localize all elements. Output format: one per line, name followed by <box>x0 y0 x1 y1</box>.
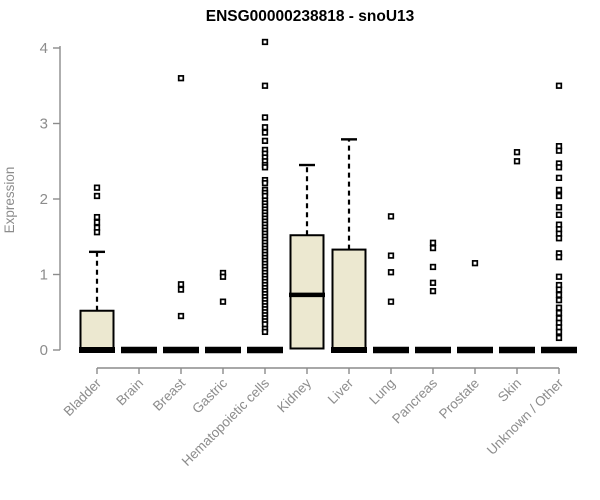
box-liver <box>331 248 367 352</box>
collapsed-box-pancreas <box>415 346 451 354</box>
x-tick-label-gastric: Gastric <box>189 375 230 416</box>
collapsed-box-prostate <box>457 346 493 354</box>
outlier-point-unknown-other <box>555 309 563 317</box>
outlier-point-unknown-other <box>555 328 563 336</box>
outlier-point-unknown-other <box>555 286 563 293</box>
box-group-liver <box>331 138 367 353</box>
outlier-point-lung <box>387 269 395 276</box>
outlier-point-unknown-other <box>555 204 563 211</box>
collapsed-box-skin <box>499 346 535 354</box>
box-group-kidney <box>289 163 325 350</box>
box-group-brain <box>121 346 157 354</box>
chart-title: ENSG00000238818 - snoU13 <box>206 8 415 25</box>
x-tick-label-brain: Brain <box>113 376 146 409</box>
outlier-point-bladder <box>93 192 101 200</box>
collapsed-box-hematopoietic-cells <box>247 346 283 354</box>
y-tick-label: 3 <box>40 116 48 133</box>
outlier-point-lung <box>387 298 395 305</box>
box-group-lung <box>373 213 409 354</box>
outlier-point-lung <box>387 213 395 220</box>
x-tick-label-lung: Lung <box>366 376 398 408</box>
box-group-breast <box>163 75 199 354</box>
outlier-point-unknown-other <box>555 273 563 280</box>
outlier-point-breast <box>177 75 185 82</box>
y-tick-label: 1 <box>40 267 48 284</box>
outlier-point-unknown-other <box>555 253 563 261</box>
outlier-point-hematopoietic-cells <box>261 82 269 89</box>
x-tick-label-prostate: Prostate <box>436 376 482 422</box>
outlier-point-hematopoietic-cells <box>261 164 269 171</box>
box-series-layer <box>79 38 577 354</box>
box-bladder <box>79 309 115 351</box>
outlier-point-unknown-other <box>555 147 563 154</box>
x-tick-label-skin: Skin <box>495 376 524 405</box>
outlier-point-hematopoietic-cells <box>261 124 269 131</box>
outlier-point-prostate <box>471 260 479 267</box>
box-group-hematopoietic-cells <box>247 38 283 354</box>
outlier-point-unknown-other <box>555 186 563 194</box>
outlier-point-unknown-other <box>555 235 563 242</box>
outlier-point-unknown-other <box>555 174 563 182</box>
outlier-point-gastric <box>219 273 227 280</box>
box-group-bladder <box>79 184 115 353</box>
outlier-point-pancreas <box>429 287 437 295</box>
outlier-point-pancreas <box>429 244 437 252</box>
box-group-skin <box>499 149 535 354</box>
outlier-point-skin <box>513 158 521 165</box>
y-tick-label: 4 <box>40 40 48 57</box>
y-axis-title: Expression <box>2 167 17 234</box>
outlier-point-bladder <box>93 219 101 226</box>
x-tick-label-bladder: Bladder <box>61 375 105 419</box>
collapsed-box-gastric <box>205 346 241 354</box>
outlier-point-unknown-other <box>555 304 563 311</box>
outlier-point-unknown-other <box>555 192 563 200</box>
outlier-point-bladder <box>93 229 101 236</box>
x-tick-label-liver: Liver <box>325 375 357 407</box>
outlier-point-unknown-other <box>555 334 563 342</box>
outlier-point-pancreas <box>429 279 437 286</box>
box-group-gastric <box>205 269 241 354</box>
outlier-point-skin <box>513 149 521 156</box>
y-axis: 0 1 2 3 4 <box>40 40 61 359</box>
outlier-point-unknown-other <box>555 211 563 219</box>
collapsed-box-lung <box>373 346 409 354</box>
x-tick-label-breast: Breast <box>150 375 188 413</box>
box-group-unknown-other <box>541 82 577 354</box>
y-tick-label: 0 <box>40 342 48 359</box>
collapsed-box-unknown-other <box>541 346 577 354</box>
box-group-prostate <box>457 260 493 354</box>
outlier-point-lung <box>387 252 395 259</box>
outlier-point-hematopoietic-cells <box>261 38 269 46</box>
collapsed-box-brain <box>121 346 157 354</box>
outlier-point-unknown-other <box>555 291 563 299</box>
x-tick-label-unknown-other: Unknown / Other <box>484 375 567 458</box>
outlier-point-hematopoietic-cells <box>261 137 269 145</box>
outlier-point-pancreas <box>429 239 437 246</box>
box-group-pancreas <box>415 239 451 354</box>
outlier-point-pancreas <box>429 263 437 271</box>
outlier-point-hematopoietic-cells <box>261 114 269 121</box>
x-tick-label-pancreas: Pancreas <box>389 375 440 426</box>
y-tick-label: 2 <box>40 191 48 208</box>
outlier-point-gastric <box>219 298 227 305</box>
outlier-point-breast <box>177 281 185 288</box>
outlier-point-bladder <box>93 184 101 191</box>
outlier-point-unknown-other <box>555 82 563 89</box>
outlier-point-hematopoietic-cells <box>261 129 269 136</box>
x-tick-label-kidney: Kidney <box>274 375 314 415</box>
outlier-point-breast <box>177 312 185 320</box>
collapsed-box-breast <box>163 346 199 354</box>
outlier-point-breast <box>177 286 185 293</box>
outlier-point-unknown-other <box>555 297 563 304</box>
outlier-point-hematopoietic-cells <box>261 328 269 336</box>
outlier-point-hematopoietic-cells <box>261 179 269 187</box>
outlier-point-bladder <box>93 213 101 221</box>
outlier-point-unknown-other <box>555 164 563 171</box>
box-kidney <box>289 234 325 350</box>
